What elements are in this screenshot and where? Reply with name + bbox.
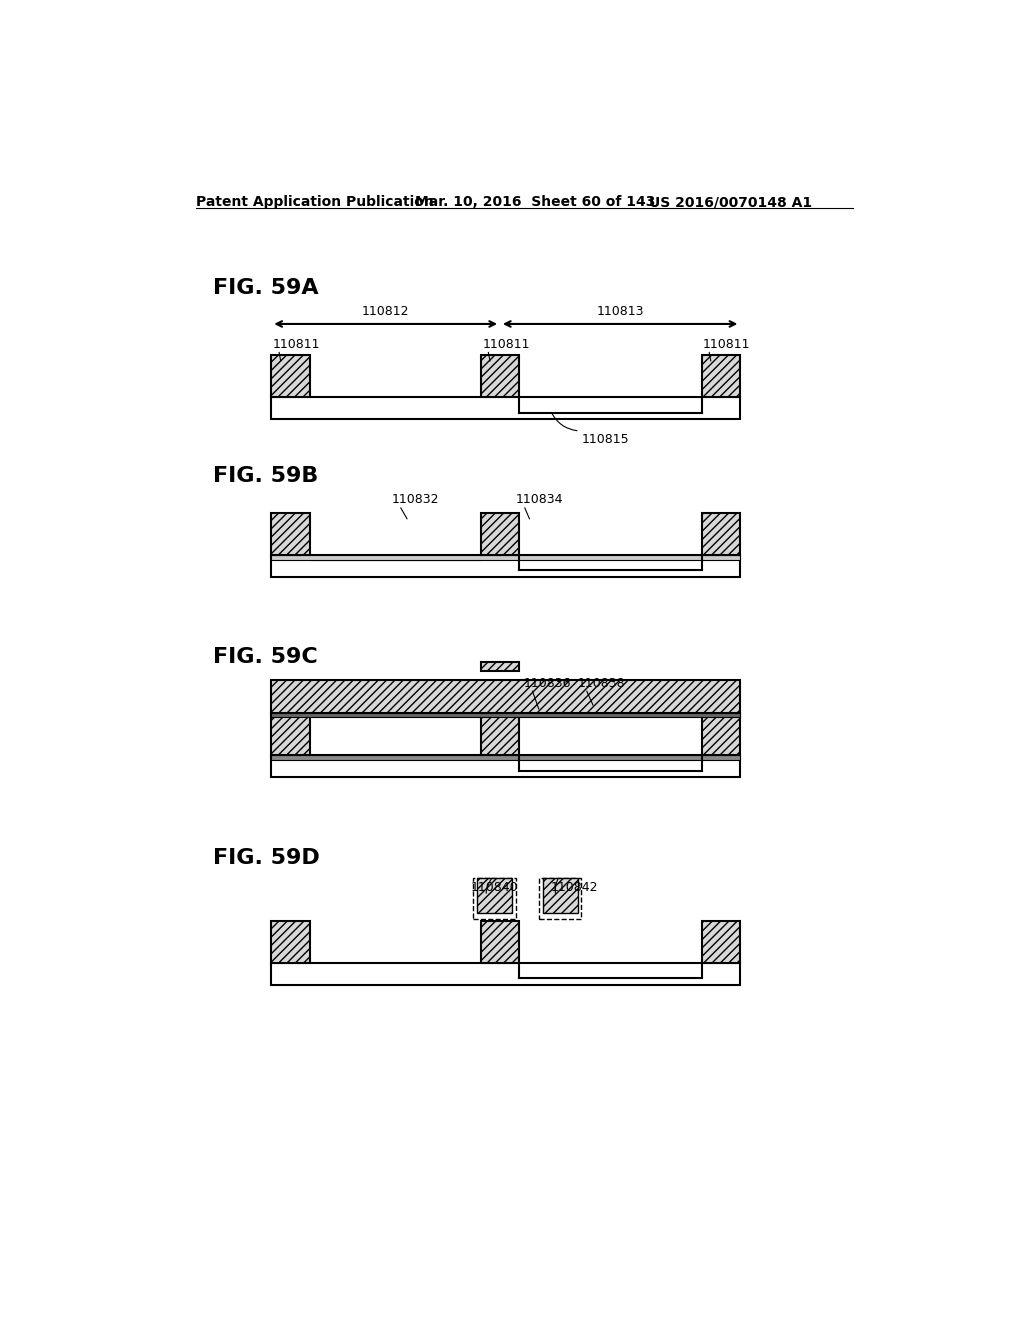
Bar — [271, 713, 740, 717]
Bar — [271, 355, 310, 397]
Bar — [701, 713, 740, 755]
Bar — [271, 755, 740, 760]
Text: 110840: 110840 — [471, 880, 518, 894]
Text: FIG. 59C: FIG. 59C — [213, 647, 318, 668]
Text: FIG. 59D: FIG. 59D — [213, 847, 319, 867]
Text: FIG. 59B: FIG. 59B — [213, 466, 318, 486]
Text: 110836: 110836 — [523, 677, 570, 689]
Bar — [310, 554, 480, 560]
Text: 110834: 110834 — [515, 494, 563, 507]
Bar — [701, 921, 740, 964]
Text: Mar. 10, 2016  Sheet 60 of 143: Mar. 10, 2016 Sheet 60 of 143 — [415, 195, 655, 210]
Bar — [271, 755, 740, 776]
Text: Patent Application Publication: Patent Application Publication — [197, 195, 434, 210]
Bar — [473, 878, 515, 919]
Bar — [271, 512, 310, 554]
Bar — [271, 964, 740, 985]
Text: FIG. 59A: FIG. 59A — [213, 277, 318, 298]
Bar — [539, 878, 582, 919]
Text: 110813: 110813 — [596, 305, 644, 318]
Text: US 2016/0070148 A1: US 2016/0070148 A1 — [649, 195, 812, 210]
Bar — [477, 878, 512, 913]
Bar — [480, 713, 519, 755]
Bar — [480, 921, 519, 964]
Bar — [543, 878, 578, 913]
Bar — [271, 554, 740, 577]
Text: 110812: 110812 — [361, 305, 410, 318]
Text: 110832: 110832 — [391, 494, 439, 507]
Bar — [271, 713, 310, 755]
Bar — [271, 681, 740, 713]
Bar — [701, 355, 740, 397]
Bar — [271, 397, 740, 418]
Text: 110842: 110842 — [550, 880, 598, 894]
Text: 110811: 110811 — [482, 338, 529, 351]
Bar — [480, 663, 519, 671]
Bar — [701, 512, 740, 554]
Text: 110811: 110811 — [273, 338, 321, 351]
Bar — [480, 512, 519, 554]
Bar — [271, 554, 740, 560]
Bar — [480, 355, 519, 397]
Text: 110838: 110838 — [578, 677, 625, 689]
Bar — [271, 921, 310, 964]
Text: 110811: 110811 — [703, 338, 751, 351]
Text: 110815: 110815 — [582, 433, 629, 446]
